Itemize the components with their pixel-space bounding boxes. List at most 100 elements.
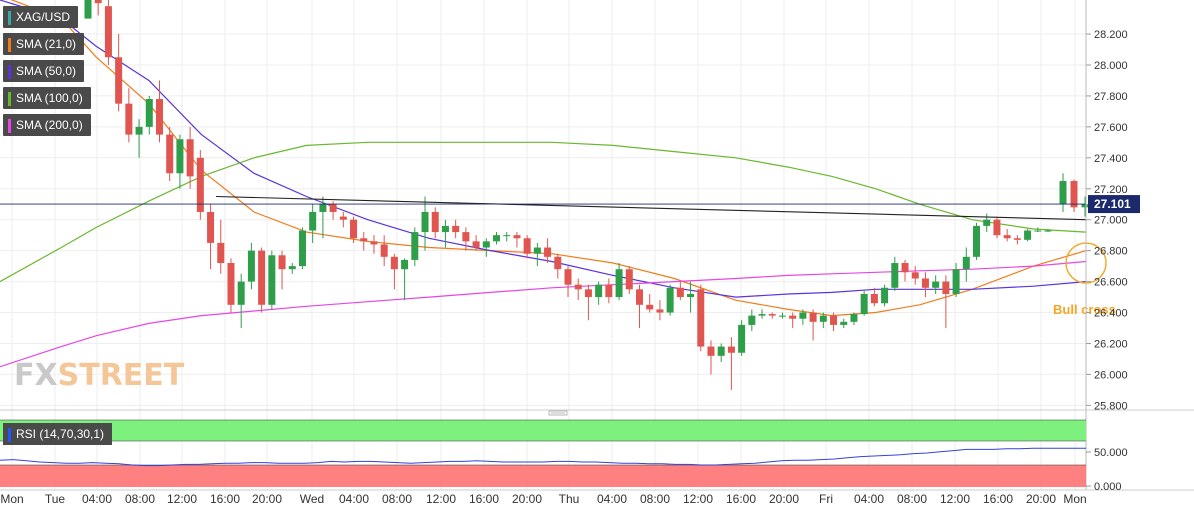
candle — [472, 241, 480, 248]
candle — [635, 289, 643, 305]
y-tick-label: 26.000 — [1094, 369, 1128, 381]
y-tick-label: 26.600 — [1094, 277, 1128, 289]
candle — [441, 225, 449, 233]
x-tick-label: 12:00 — [167, 492, 197, 506]
symbol-swatch-icon — [8, 10, 11, 25]
candle — [891, 263, 899, 288]
candle — [901, 263, 909, 273]
x-tick-label: 16:00 — [469, 492, 499, 506]
sma-50-line — [0, 0, 1087, 298]
candle — [778, 315, 786, 317]
candle — [942, 281, 950, 294]
candle — [493, 235, 501, 242]
candle — [84, 0, 92, 19]
candle — [94, 0, 102, 4]
candle — [411, 232, 419, 260]
candle — [533, 247, 541, 254]
candle — [789, 315, 797, 319]
y-tick-label: 26.200 — [1094, 338, 1128, 350]
candle — [421, 211, 429, 233]
candle — [697, 289, 705, 347]
candle — [738, 324, 746, 353]
y-tick-label: 28.000 — [1094, 60, 1128, 72]
candle — [860, 293, 868, 315]
y-tick-label: 27.400 — [1094, 153, 1128, 165]
candle — [227, 263, 235, 305]
x-tick-label: Mon — [1063, 492, 1086, 506]
candle — [544, 247, 552, 257]
candle — [503, 235, 511, 237]
legend-sma-200[interactable]: SMA (200,0) — [3, 114, 91, 136]
candle — [554, 256, 562, 270]
candle — [166, 134, 174, 174]
trendline — [215, 195, 1087, 221]
candle — [850, 314, 858, 322]
sma-100-line — [0, 141, 1087, 283]
candle — [973, 225, 981, 257]
last-price-label: 27.101 — [1094, 197, 1131, 211]
candle — [278, 255, 286, 270]
rsi-overbought-zone — [0, 420, 1086, 441]
candle — [564, 269, 572, 285]
x-tick-label: 16:00 — [726, 492, 756, 506]
candle — [840, 321, 848, 325]
y-tick-label: 27.600 — [1094, 122, 1128, 134]
candle — [1024, 230, 1032, 240]
legend-rsi[interactable]: RSI (14,70,30,1) — [3, 423, 113, 445]
candle — [452, 225, 460, 233]
y-tick-label: 27.200 — [1094, 184, 1128, 196]
x-tick-label: 04:00 — [339, 492, 369, 506]
candle — [207, 211, 215, 243]
x-tick-label: Mon — [0, 492, 23, 506]
x-tick-label: 08:00 — [640, 492, 670, 506]
candle — [380, 244, 388, 257]
candle — [155, 99, 163, 135]
candle — [983, 219, 991, 226]
candle — [962, 256, 970, 270]
legend-sma-100[interactable]: SMA (100,0) — [3, 87, 91, 109]
x-tick-label: Wed — [300, 492, 324, 506]
x-tick-label: 12:00 — [426, 492, 456, 506]
rsi-swatch-icon — [8, 427, 11, 442]
x-tick-label: 04:00 — [597, 492, 627, 506]
candle — [687, 293, 695, 298]
candle — [830, 315, 838, 325]
candle — [1070, 181, 1078, 208]
candle — [125, 103, 133, 135]
legend-sma-50[interactable]: SMA (50,0) — [3, 60, 85, 82]
sma-100-swatch-icon — [8, 91, 11, 106]
candle — [1013, 238, 1021, 240]
candle — [870, 293, 878, 304]
candle — [104, 6, 112, 58]
x-tick-label: 08:00 — [382, 492, 412, 506]
candle — [339, 216, 347, 220]
x-tick-label: 12:00 — [940, 492, 970, 506]
candle — [401, 259, 409, 270]
bull-cross-annotation: Bull cross — [1053, 302, 1116, 317]
candle — [258, 250, 266, 305]
legend-sma-21[interactable]: SMA (21,0) — [3, 33, 85, 55]
candle — [247, 250, 255, 282]
candle — [881, 287, 889, 304]
rsi-tick-label: 0.000 — [1094, 481, 1122, 493]
sma-21-swatch-icon — [8, 37, 11, 52]
x-tick-label: 16:00 — [983, 492, 1013, 506]
legend-symbol[interactable]: XAG/USD — [3, 6, 79, 28]
candle — [646, 304, 654, 310]
x-tick-label: 20:00 — [512, 492, 542, 506]
candle — [319, 204, 327, 212]
candle — [707, 346, 715, 356]
last-price-badge — [1088, 195, 1140, 214]
candle — [809, 312, 817, 322]
x-tick-label: 04:00 — [854, 492, 884, 506]
candle — [115, 57, 123, 104]
candle — [952, 269, 960, 294]
candle — [135, 126, 143, 135]
candle — [921, 278, 929, 288]
candle — [186, 139, 194, 177]
candle — [574, 284, 582, 290]
y-tick-label: 27.000 — [1094, 215, 1128, 227]
candle — [288, 266, 296, 270]
